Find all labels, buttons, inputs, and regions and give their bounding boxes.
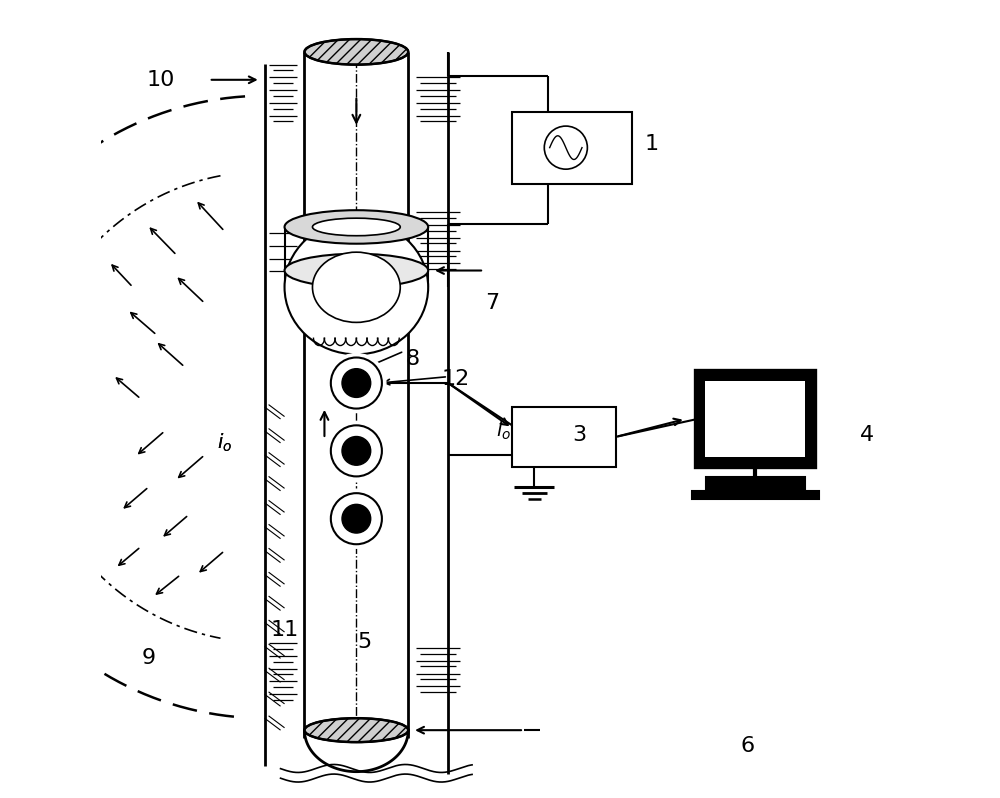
Text: 9: 9 bbox=[142, 648, 156, 669]
Text: 7: 7 bbox=[485, 293, 499, 314]
Text: $i_o$: $i_o$ bbox=[217, 432, 232, 454]
Circle shape bbox=[331, 425, 382, 476]
Circle shape bbox=[544, 126, 587, 169]
Text: 6: 6 bbox=[740, 736, 754, 757]
Bar bbox=[698, 373, 813, 464]
Circle shape bbox=[331, 493, 382, 544]
Text: 11: 11 bbox=[270, 620, 299, 641]
Ellipse shape bbox=[304, 718, 408, 742]
Text: 5: 5 bbox=[357, 632, 371, 653]
Circle shape bbox=[327, 421, 386, 480]
Ellipse shape bbox=[285, 254, 428, 287]
Ellipse shape bbox=[312, 218, 400, 235]
Text: 8: 8 bbox=[405, 349, 419, 369]
Bar bbox=[705, 381, 805, 456]
Bar bbox=[512, 407, 616, 467]
Text: 4: 4 bbox=[860, 425, 874, 445]
Circle shape bbox=[342, 369, 371, 397]
Ellipse shape bbox=[285, 220, 428, 354]
Circle shape bbox=[327, 489, 386, 548]
Text: $i_o$: $i_o$ bbox=[496, 420, 512, 442]
Bar bbox=[692, 491, 819, 500]
Bar bbox=[512, 112, 632, 184]
Circle shape bbox=[342, 504, 371, 533]
Text: 1: 1 bbox=[645, 133, 659, 154]
Text: 3: 3 bbox=[573, 425, 587, 445]
Text: 10: 10 bbox=[147, 69, 175, 90]
Text: 12: 12 bbox=[442, 369, 470, 389]
Circle shape bbox=[327, 354, 386, 413]
Circle shape bbox=[342, 437, 371, 465]
Ellipse shape bbox=[304, 39, 408, 65]
Bar bbox=[698, 373, 813, 464]
Text: $i_o$: $i_o$ bbox=[217, 432, 232, 454]
Circle shape bbox=[331, 358, 382, 409]
Ellipse shape bbox=[312, 252, 400, 322]
Bar bbox=[706, 476, 805, 491]
Ellipse shape bbox=[285, 210, 428, 243]
